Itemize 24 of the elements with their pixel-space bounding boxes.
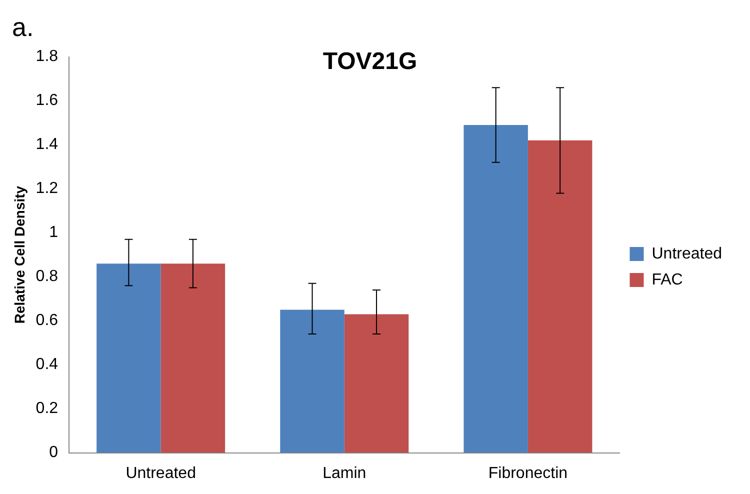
x-tick-label: Lamin xyxy=(322,464,366,482)
y-tick-label: 0.8 xyxy=(36,268,58,286)
x-tick-label: Untreated xyxy=(126,464,196,482)
y-tick-label: 0.6 xyxy=(36,312,58,330)
text: a. xyxy=(12,12,34,43)
y-tick-label: 1.4 xyxy=(36,136,58,154)
bar xyxy=(280,310,344,453)
y-tick-label: 0.2 xyxy=(36,400,58,418)
y-tick-label: 0 xyxy=(49,444,58,462)
y-tick-label: 1.6 xyxy=(36,92,58,110)
y-axis-title: Relative Cell Density xyxy=(11,186,28,324)
bar xyxy=(464,125,528,453)
legend-label: Untreated xyxy=(652,245,722,262)
bar xyxy=(528,140,592,453)
y-tick-label: 1.8 xyxy=(36,48,58,66)
legend-label: FAC xyxy=(652,271,683,288)
y-tick-label: 1 xyxy=(49,224,58,242)
bar xyxy=(160,264,226,453)
bar xyxy=(344,314,409,453)
x-tick-label: Fibronectin xyxy=(488,464,568,482)
y-tick-label: 0.4 xyxy=(36,356,58,374)
chart-title: TOV21G xyxy=(322,48,418,76)
bar xyxy=(96,264,161,453)
y-tick-label: 1.2 xyxy=(36,180,58,198)
